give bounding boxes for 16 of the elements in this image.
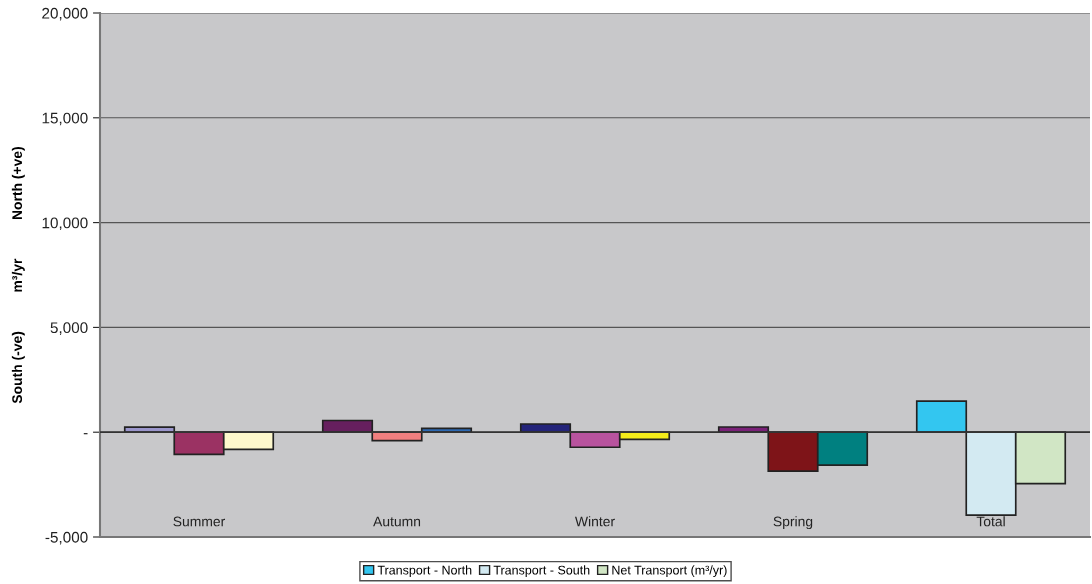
x-tick-label: Autumn <box>373 516 421 527</box>
x-tick-label: Winter <box>575 516 615 527</box>
y-tick-label: 5,000 <box>50 322 88 335</box>
y-tick-label: -5,000 <box>45 531 88 545</box>
y-axis-title: South (-ve) m³/yr North (+ve) <box>11 147 25 404</box>
x-tick-label: Summer <box>173 516 226 527</box>
bar <box>915 400 968 434</box>
x-tick-label: Spring <box>773 516 813 530</box>
y-tick-label: 20,000 <box>42 7 88 21</box>
legend-label: Transport - North <box>377 565 472 577</box>
y-tick-label: 15,000 <box>42 112 88 126</box>
y-tick-label: 10,000 <box>42 217 88 231</box>
legend-label: Transport - South <box>493 565 590 577</box>
x-tick-label: Total <box>976 516 1005 527</box>
y-tick-label: - <box>83 433 88 435</box>
legend-label: Net Transport (m³/yr) <box>612 565 727 577</box>
